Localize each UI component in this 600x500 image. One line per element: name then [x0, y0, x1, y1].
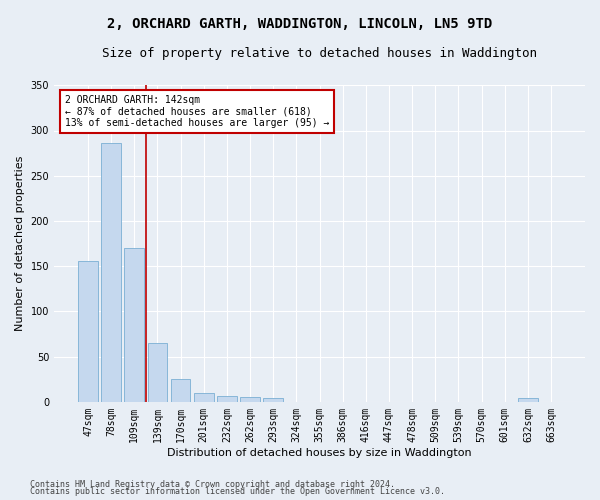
Bar	[171, 379, 190, 402]
X-axis label: Distribution of detached houses by size in Waddington: Distribution of detached houses by size …	[167, 448, 472, 458]
Text: Contains public sector information licensed under the Open Government Licence v3: Contains public sector information licen…	[30, 487, 445, 496]
Bar	[124, 248, 144, 402]
Text: Contains HM Land Registry data © Crown copyright and database right 2024.: Contains HM Land Registry data © Crown c…	[30, 480, 395, 489]
Bar	[101, 143, 121, 402]
Bar	[194, 393, 214, 402]
Bar	[518, 398, 538, 402]
Bar	[240, 398, 260, 402]
Bar	[263, 398, 283, 402]
Y-axis label: Number of detached properties: Number of detached properties	[15, 156, 25, 331]
Bar	[78, 260, 98, 402]
Bar	[217, 396, 237, 402]
Text: 2 ORCHARD GARTH: 142sqm
← 87% of detached houses are smaller (618)
13% of semi-d: 2 ORCHARD GARTH: 142sqm ← 87% of detache…	[65, 95, 329, 128]
Bar	[148, 343, 167, 402]
Title: Size of property relative to detached houses in Waddington: Size of property relative to detached ho…	[102, 48, 537, 60]
Text: 2, ORCHARD GARTH, WADDINGTON, LINCOLN, LN5 9TD: 2, ORCHARD GARTH, WADDINGTON, LINCOLN, L…	[107, 18, 493, 32]
